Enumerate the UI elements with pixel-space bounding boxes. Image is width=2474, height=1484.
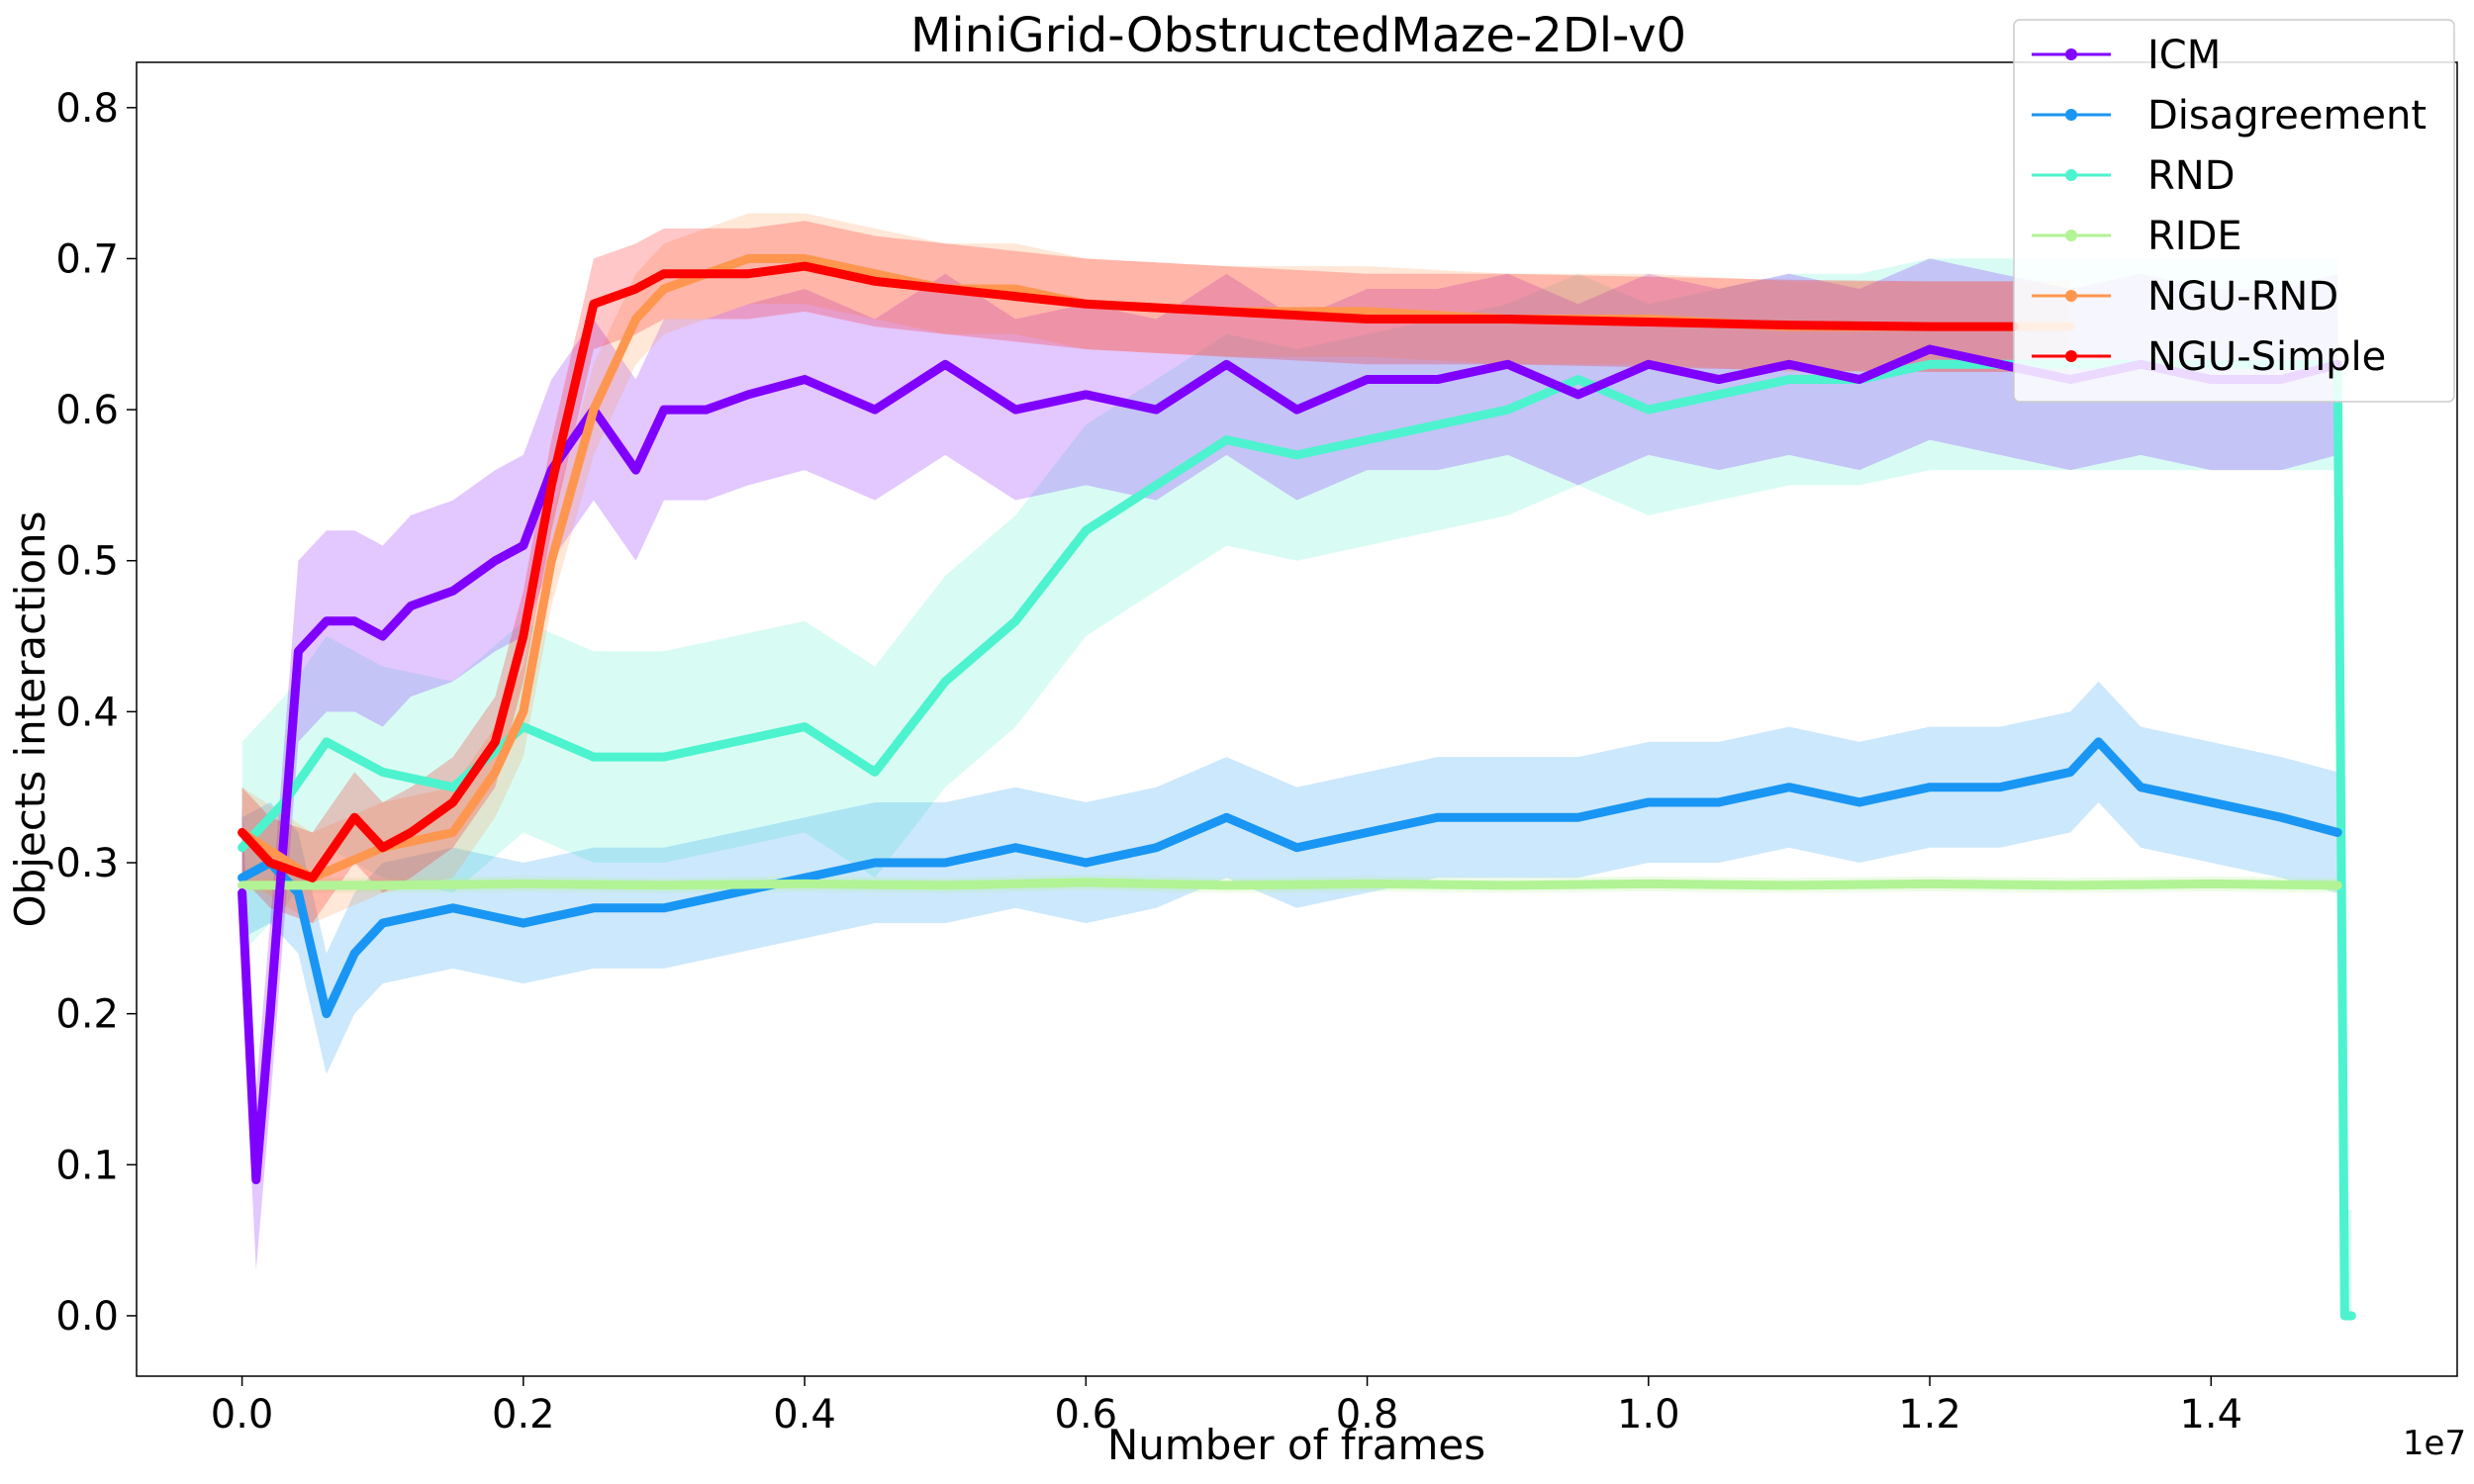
x-tick-label: 0.2 bbox=[492, 1392, 555, 1438]
y-tick-label: 0.6 bbox=[55, 388, 119, 433]
x-axis: 0.0 0.2 0.4 0.6 0.8 1.0 1.2 1.4 bbox=[211, 1376, 2242, 1438]
y-tick-label: 0.4 bbox=[55, 690, 119, 735]
band-disagreement bbox=[241, 681, 2338, 1074]
x-tick-label: 1.2 bbox=[1898, 1392, 1961, 1438]
y-axis: 0.0 0.1 0.2 0.3 0.4 0.5 0.6 0.7 0.8 bbox=[55, 86, 137, 1340]
x-tick-label: 1.0 bbox=[1617, 1392, 1680, 1438]
y-axis-label: Objects interactions bbox=[6, 510, 54, 927]
legend-marker-rnd bbox=[2065, 169, 2077, 181]
x-tick-label: 0.8 bbox=[1336, 1392, 1399, 1438]
x-tick-label: 0.0 bbox=[211, 1392, 274, 1438]
x-axis-label: Number of frames bbox=[1107, 1421, 1485, 1469]
legend-marker-ngu-rnd bbox=[2065, 290, 2077, 302]
legend-marker-icm bbox=[2065, 48, 2077, 60]
line-icm bbox=[238, 344, 2342, 1185]
x-tick-label: 1.4 bbox=[2179, 1392, 2242, 1438]
x-tick-label: 0.4 bbox=[773, 1392, 836, 1438]
chart-title: MiniGrid-ObstructedMaze-2Dl-v0 bbox=[910, 8, 1686, 63]
legend-marker-disagreement bbox=[2065, 109, 2077, 121]
x-tick-label: 0.6 bbox=[1055, 1392, 1118, 1438]
y-tick-label: 0.0 bbox=[55, 1294, 119, 1340]
line-ngu-simple bbox=[238, 261, 2019, 882]
legend-label-ngu-simple: NGU-Simple bbox=[2147, 334, 2386, 380]
y-tick-label: 0.7 bbox=[55, 236, 119, 282]
x-axis-offset-label: 1e7 bbox=[2403, 1424, 2466, 1463]
legend-label-ride: RIDE bbox=[2147, 214, 2242, 259]
legend-label-ngu-rnd: NGU-RND bbox=[2147, 274, 2338, 320]
legend-marker-ngu-simple bbox=[2065, 350, 2077, 362]
y-tick-label: 0.3 bbox=[55, 841, 119, 886]
line-disagreement bbox=[238, 737, 2342, 1019]
legend: ICM Disagreement RND RIDE NGU-RND NGU-Simple bbox=[2013, 19, 2455, 403]
band-ngu-rnd bbox=[241, 213, 2071, 924]
y-tick-label: 0.8 bbox=[55, 86, 119, 132]
y-tick-label: 0.2 bbox=[55, 992, 119, 1038]
line-ride bbox=[238, 878, 2342, 890]
legend-label-rnd: RND bbox=[2147, 153, 2236, 199]
legend-label-disagreement: Disagreement bbox=[2147, 93, 2426, 139]
legend-marker-ride bbox=[2065, 230, 2077, 241]
plot-area-frame bbox=[136, 61, 2458, 1377]
y-tick-label: 0.1 bbox=[55, 1143, 119, 1188]
legend-box bbox=[2013, 19, 2455, 403]
legend-label-icm: ICM bbox=[2147, 33, 2221, 78]
y-tick-label: 0.5 bbox=[55, 539, 119, 585]
series-lines bbox=[238, 253, 2356, 1321]
band-ngu-simple bbox=[241, 221, 2015, 924]
